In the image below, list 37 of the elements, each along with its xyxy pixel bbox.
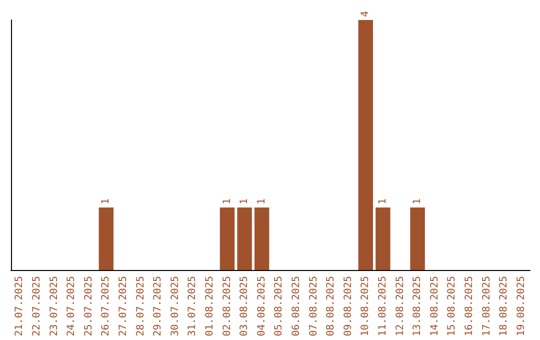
x-tick-label: 22.07.2025 <box>31 276 42 336</box>
x-tick-label: 23.07.2025 <box>48 276 60 336</box>
data-label: 1 <box>377 198 388 204</box>
x-tick-label: 05.08.2025 <box>274 276 285 336</box>
x-tick-label: 11.08.2025 <box>377 276 388 336</box>
x-tick-label: 02.08.2025 <box>222 276 233 336</box>
x-tick-label: 06.08.2025 <box>290 276 302 336</box>
x-tick-label: 30.07.2025 <box>170 276 181 336</box>
x-tick-label: 16.08.2025 <box>464 276 475 336</box>
x-tick-label: 24.07.2025 <box>66 276 78 336</box>
data-label: 1 <box>222 198 233 204</box>
x-tick-label: 08.08.2025 <box>326 276 337 336</box>
x-tick-label: 12.08.2025 <box>394 276 406 336</box>
data-label: 1 <box>239 198 250 204</box>
x-tick-label: 04.08.2025 <box>256 276 268 336</box>
data-label: 1 <box>100 198 112 204</box>
x-tick-label: 27.07.2025 <box>118 276 129 336</box>
x-tick-label: 15.08.2025 <box>446 276 458 336</box>
x-tick-label: 13.08.2025 <box>412 276 424 336</box>
x-tick-label: 19.08.2025 <box>516 276 527 336</box>
x-tick-label: 03.08.2025 <box>239 276 250 336</box>
data-label: 1 <box>256 198 268 204</box>
x-tick-label: 25.07.2025 <box>83 276 94 336</box>
x-tick-label: 29.07.2025 <box>152 276 164 336</box>
x-tick-label: 26.07.2025 <box>100 276 112 336</box>
x-tick-label: 18.08.2025 <box>498 276 510 336</box>
x-tick-label: 28.07.2025 <box>135 276 146 336</box>
x-tick-label: 07.08.2025 <box>308 276 320 336</box>
x-tick-label: 31.07.2025 <box>187 276 198 336</box>
x-tick-label: 14.08.2025 <box>429 276 440 336</box>
x-tick-label: 21.07.2025 <box>14 276 26 336</box>
x-tick-label: 10.08.2025 <box>360 276 372 336</box>
data-label: 4 <box>360 10 372 17</box>
x-tick-label: 09.08.2025 <box>342 276 354 336</box>
x-tick-label: 01.08.2025 <box>204 276 216 336</box>
x-tick-label: 17.08.2025 <box>481 276 492 336</box>
data-label: 1 <box>412 198 424 204</box>
